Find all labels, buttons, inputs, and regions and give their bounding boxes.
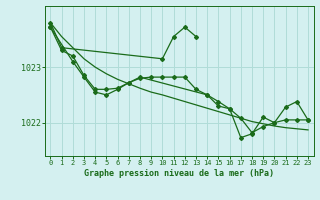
X-axis label: Graphe pression niveau de la mer (hPa): Graphe pression niveau de la mer (hPa): [84, 169, 274, 178]
